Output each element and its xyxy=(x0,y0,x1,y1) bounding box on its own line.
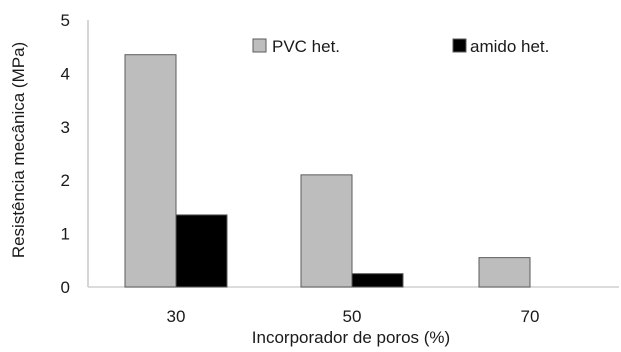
legend-swatch xyxy=(452,38,467,53)
bar-pvc-70 xyxy=(478,257,531,288)
y-axis: 0 1 2 3 4 5 xyxy=(61,11,89,297)
legend-label: PVC het. xyxy=(272,37,340,56)
x-tick-label: 70 xyxy=(521,307,540,326)
y-tick-label: 0 xyxy=(61,278,70,297)
x-tick-label: 50 xyxy=(343,307,362,326)
bar-pvc-30 xyxy=(124,54,177,288)
y-tick-label: 4 xyxy=(61,64,70,83)
x-tick-label: 30 xyxy=(167,307,186,326)
y-tick-label: 5 xyxy=(61,11,70,30)
bar-amido-50 xyxy=(351,273,404,288)
y-tick-label: 1 xyxy=(61,225,70,244)
x-axis-title: Incorporador de poros (%) xyxy=(252,328,450,347)
y-tick-label: 2 xyxy=(61,171,70,190)
bars xyxy=(124,54,531,288)
legend-label: amido het. xyxy=(470,37,549,56)
y-axis-title: Resistência mecânica (MPa) xyxy=(9,42,28,258)
legend-swatch xyxy=(252,38,267,53)
legend: PVC het. amido het. xyxy=(252,37,549,56)
y-tick-label: 3 xyxy=(61,118,70,137)
x-axis: 30 50 70 xyxy=(88,286,619,326)
bar-pvc-50 xyxy=(300,174,353,288)
bar-amido-30 xyxy=(175,214,228,288)
